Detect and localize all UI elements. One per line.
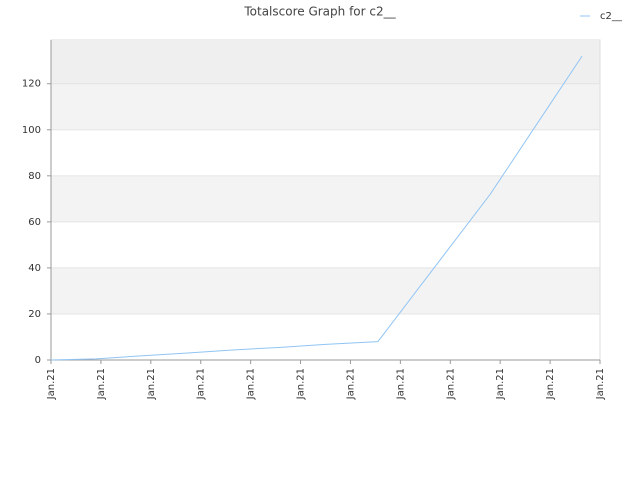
y-tick-label: 80 [28, 171, 41, 182]
x-tick-label: Jan.21 [146, 368, 157, 400]
grid-band [51, 129, 600, 176]
grid-band [51, 221, 600, 268]
y-tick-label: 0 [35, 355, 41, 366]
x-tick-label: Jan.21 [395, 368, 406, 400]
y-tick-label: 120 [22, 79, 41, 90]
chart-title: Totalscore Graph for c2__ [243, 5, 396, 19]
y-tick-label: 60 [28, 217, 41, 228]
x-tick-label: Jan.21 [246, 368, 257, 400]
grid-band [51, 175, 600, 222]
x-tick-label: Jan.21 [46, 368, 57, 400]
x-tick-label: Jan.21 [445, 368, 456, 400]
grid-band [51, 40, 600, 84]
grid-band [51, 83, 600, 130]
y-tick-label: 40 [28, 263, 41, 274]
y-tick-label: 20 [28, 309, 41, 320]
y-tick-label: 100 [22, 125, 41, 136]
x-tick-label: Jan.21 [345, 368, 356, 400]
grid-band [51, 267, 600, 314]
x-tick-label: Jan.21 [96, 368, 107, 400]
legend-label: c2__ [600, 11, 623, 22]
x-tick-label: Jan.21 [545, 368, 556, 400]
line [50, 55, 583, 361]
x-tick-label: Jan.21 [196, 368, 207, 400]
x-tick-label: Jan.21 [595, 368, 606, 400]
x-tick-label: Jan.21 [296, 368, 307, 400]
grid-band [51, 313, 600, 360]
x-tick-label: Jan.21 [495, 368, 506, 400]
